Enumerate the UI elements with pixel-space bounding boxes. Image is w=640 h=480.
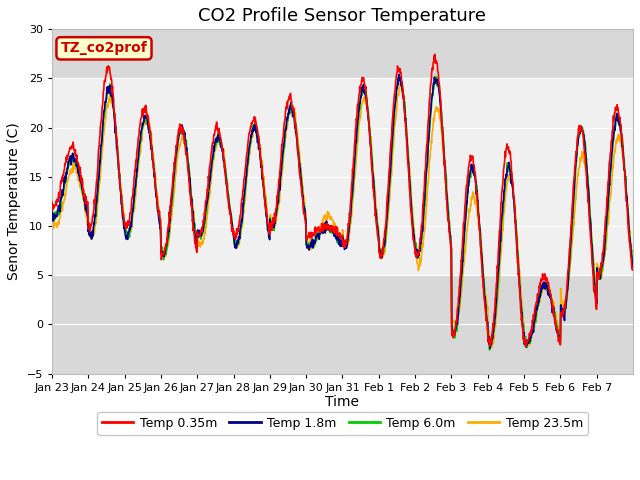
Title: CO2 Profile Sensor Temperature: CO2 Profile Sensor Temperature [198,7,486,25]
Y-axis label: Senor Temperature (C): Senor Temperature (C) [7,122,21,280]
X-axis label: Time: Time [326,396,360,409]
Legend: Temp 0.35m, Temp 1.8m, Temp 6.0m, Temp 23.5m: Temp 0.35m, Temp 1.8m, Temp 6.0m, Temp 2… [97,411,588,434]
Text: TZ_co2prof: TZ_co2prof [61,41,147,55]
Bar [52,78,633,275]
